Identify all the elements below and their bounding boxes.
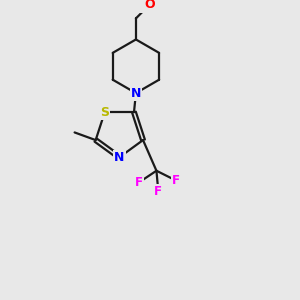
Text: S: S xyxy=(100,106,109,119)
Text: O: O xyxy=(144,0,154,11)
Text: F: F xyxy=(172,174,180,187)
Text: N: N xyxy=(131,87,141,100)
Text: F: F xyxy=(154,185,162,198)
Text: F: F xyxy=(135,176,143,189)
Text: N: N xyxy=(114,151,124,164)
